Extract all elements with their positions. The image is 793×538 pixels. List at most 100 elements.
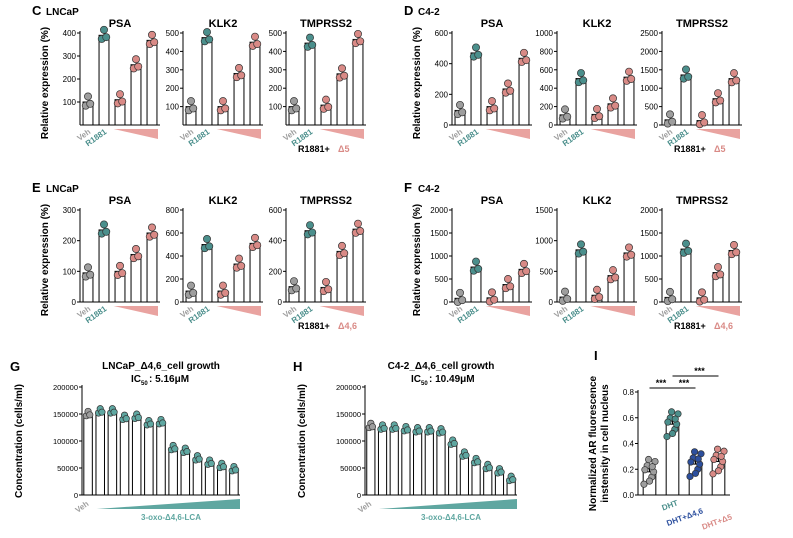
y-tick-label: 0 bbox=[74, 491, 78, 500]
bar bbox=[389, 427, 399, 496]
y-tick-label: 100 bbox=[269, 103, 283, 112]
data-point bbox=[253, 241, 262, 250]
combo-label: R1881+ bbox=[674, 321, 706, 331]
data-point bbox=[609, 266, 617, 275]
data-point bbox=[648, 463, 656, 471]
data-point bbox=[716, 270, 725, 279]
data-point bbox=[684, 72, 693, 81]
y-tick-label: 400 bbox=[269, 47, 283, 56]
bar bbox=[156, 421, 166, 496]
data-point bbox=[150, 38, 159, 47]
y-tick-label: 500 bbox=[269, 29, 283, 38]
data-point bbox=[148, 30, 156, 39]
data-point bbox=[716, 96, 725, 105]
data-point bbox=[189, 104, 198, 113]
data-point bbox=[150, 230, 159, 239]
data-point bbox=[474, 264, 483, 273]
y-tick-label: 1500 bbox=[640, 66, 658, 75]
data-point bbox=[132, 244, 140, 253]
dose-ramp bbox=[319, 129, 364, 139]
ic50-subscript: 50 bbox=[421, 381, 428, 387]
dose-ramp bbox=[485, 129, 530, 139]
bar bbox=[575, 249, 587, 303]
category-label: DHT+Δ5 bbox=[701, 512, 734, 531]
data-point bbox=[714, 89, 722, 98]
data-point bbox=[159, 419, 167, 427]
y-tick-label: 200 bbox=[166, 84, 180, 93]
dose-ramp bbox=[113, 306, 158, 316]
data-point bbox=[439, 428, 447, 436]
data-point bbox=[306, 221, 314, 230]
y-tick-label: 200 bbox=[540, 103, 554, 112]
data-point bbox=[368, 423, 377, 431]
panel-letter-F: F bbox=[404, 180, 412, 195]
y-tick-label: 200 bbox=[63, 237, 77, 246]
y-axis-label: Relative expression (%) bbox=[412, 27, 423, 139]
dose-ramp bbox=[485, 306, 530, 316]
y-tick-label: 200 bbox=[63, 75, 77, 84]
data-point bbox=[122, 415, 130, 423]
y-tick-label: 500 bbox=[435, 275, 449, 284]
data-point bbox=[132, 55, 140, 64]
data-point bbox=[710, 455, 718, 464]
y-tick-label: 400 bbox=[166, 47, 180, 56]
data-point bbox=[232, 466, 240, 474]
bar bbox=[518, 57, 530, 126]
data-point bbox=[520, 48, 528, 57]
data-point bbox=[308, 228, 317, 237]
y-tick-label: 800 bbox=[540, 47, 554, 56]
bar bbox=[448, 442, 458, 496]
y-tick-label: 600 bbox=[435, 29, 449, 38]
data-point bbox=[563, 294, 572, 303]
data-point bbox=[183, 448, 191, 456]
data-point bbox=[356, 37, 365, 46]
data-point bbox=[522, 267, 531, 276]
y-tick-label: 2000 bbox=[640, 47, 658, 56]
dose-ramp bbox=[319, 306, 364, 316]
y-tick-label: 0 bbox=[549, 121, 554, 130]
data-point bbox=[520, 259, 528, 268]
y-tick-label: 2500 bbox=[640, 29, 658, 38]
y-tick-label: 200 bbox=[269, 267, 283, 276]
data-point bbox=[522, 56, 531, 65]
bar bbox=[146, 232, 158, 303]
y-tick-label: 1000 bbox=[430, 252, 448, 261]
y-tick-label: 400 bbox=[63, 29, 77, 38]
y-axis-label: Relative expression (%) bbox=[40, 204, 51, 316]
data-point bbox=[577, 69, 585, 77]
data-point bbox=[497, 468, 505, 476]
bar bbox=[304, 42, 316, 126]
drug-label: Δ4,6 bbox=[338, 321, 357, 331]
chart-title: TMPRSS2 bbox=[676, 18, 728, 30]
data-point bbox=[134, 414, 142, 422]
data-point bbox=[380, 424, 388, 432]
data-point bbox=[611, 273, 620, 282]
data-point bbox=[625, 243, 633, 252]
bar bbox=[168, 447, 178, 496]
bar bbox=[680, 248, 692, 303]
ic50-label: IC bbox=[411, 374, 421, 385]
drug-label: 3-oxo-Δ4,6-LCA bbox=[421, 513, 481, 522]
data-point bbox=[682, 65, 690, 74]
dose-ramp bbox=[695, 306, 740, 316]
data-point bbox=[237, 261, 246, 270]
chart-title: PSA bbox=[481, 195, 504, 207]
data-point bbox=[456, 100, 464, 109]
data-point bbox=[338, 64, 346, 73]
data-point bbox=[116, 261, 124, 270]
data-point bbox=[485, 464, 493, 472]
data-point bbox=[102, 33, 111, 42]
y-tick-label: 200 bbox=[269, 84, 283, 93]
bar bbox=[192, 457, 203, 496]
data-point bbox=[668, 117, 677, 126]
bar bbox=[119, 417, 130, 496]
data-point bbox=[235, 254, 243, 263]
y-tick-label: 0 bbox=[175, 298, 180, 307]
data-point bbox=[189, 288, 198, 297]
y-tick-label: 150000 bbox=[53, 410, 78, 419]
chart-title: KLK2 bbox=[583, 18, 612, 30]
significance-mark: *** bbox=[679, 378, 690, 388]
